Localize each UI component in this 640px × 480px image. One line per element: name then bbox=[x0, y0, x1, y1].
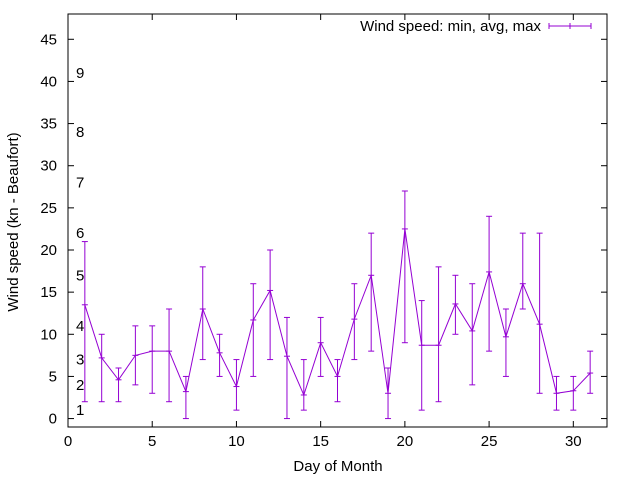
error-bar bbox=[216, 333, 223, 377]
error-bar bbox=[81, 241, 88, 403]
error-bar bbox=[587, 350, 594, 394]
y-tick-label: 0 bbox=[49, 411, 57, 428]
error-bar bbox=[199, 266, 206, 361]
error-bar bbox=[519, 232, 526, 310]
series-wind-speed bbox=[81, 190, 594, 420]
error-bar bbox=[469, 283, 476, 386]
error-bar bbox=[570, 375, 577, 411]
error-bar bbox=[233, 359, 240, 411]
error-bar bbox=[166, 308, 173, 403]
legend-label: Wind speed: min, avg, max bbox=[360, 18, 541, 35]
error-bar bbox=[401, 190, 408, 344]
x-tick-label: 5 bbox=[148, 433, 156, 450]
error-bar bbox=[98, 333, 105, 403]
error-bar bbox=[452, 274, 459, 335]
error-bar bbox=[502, 308, 509, 377]
error-bar bbox=[283, 316, 290, 420]
y-axis-label: Wind speed (kn - Beaufort) bbox=[5, 132, 22, 311]
x-tick-label: 30 bbox=[565, 433, 582, 450]
error-bar bbox=[536, 232, 543, 394]
error-bar bbox=[368, 232, 375, 352]
x-tick-label: 25 bbox=[481, 433, 498, 450]
y-tick-label: 35 bbox=[40, 116, 57, 133]
error-bar bbox=[250, 283, 257, 377]
y-tick-label: 25 bbox=[40, 200, 57, 217]
error-bar bbox=[149, 325, 156, 394]
beaufort-label: 3 bbox=[76, 352, 84, 369]
legend: Wind speed: min, avg, max bbox=[360, 18, 592, 35]
error-bar bbox=[300, 359, 307, 411]
x-axis-label: Day of Month bbox=[293, 458, 382, 475]
y-tick-label: 40 bbox=[40, 73, 57, 90]
legend-sample bbox=[548, 23, 592, 29]
beaufort-label: 8 bbox=[76, 124, 84, 141]
error-bar bbox=[182, 375, 189, 420]
y-tick-label: 15 bbox=[40, 284, 57, 301]
y-tick-label: 30 bbox=[40, 158, 57, 175]
error-bar bbox=[418, 300, 425, 411]
beaufort-label: 2 bbox=[76, 377, 84, 394]
error-bar bbox=[351, 283, 358, 361]
x-tick-label: 0 bbox=[64, 433, 72, 450]
beaufort-label: 9 bbox=[76, 65, 84, 82]
y-tick-label: 45 bbox=[40, 31, 57, 48]
error-bar bbox=[317, 316, 324, 377]
x-tick-label: 10 bbox=[228, 433, 245, 450]
beaufort-scale-labels: 1 2 3 4 5 6 7 8 9 bbox=[76, 65, 84, 419]
beaufort-label: 1 bbox=[76, 402, 84, 419]
error-bar bbox=[435, 266, 442, 403]
error-bar bbox=[132, 325, 139, 386]
beaufort-label: 4 bbox=[76, 318, 84, 335]
error-bar bbox=[267, 249, 274, 361]
y-tick-label: 20 bbox=[40, 242, 57, 259]
y-tick-label: 5 bbox=[49, 368, 57, 385]
error-bar bbox=[334, 359, 341, 403]
beaufort-label: 5 bbox=[76, 267, 84, 284]
x-tick-label: 20 bbox=[397, 433, 414, 450]
beaufort-label: 7 bbox=[76, 175, 84, 192]
beaufort-label: 6 bbox=[76, 225, 84, 242]
error-bar bbox=[115, 367, 122, 403]
plot-border bbox=[67, 13, 608, 428]
error-bar bbox=[486, 215, 493, 352]
error-bar bbox=[385, 367, 392, 420]
x-tick-label: 15 bbox=[312, 433, 329, 450]
error-bar bbox=[553, 375, 560, 411]
y-tick-label: 10 bbox=[40, 326, 57, 343]
